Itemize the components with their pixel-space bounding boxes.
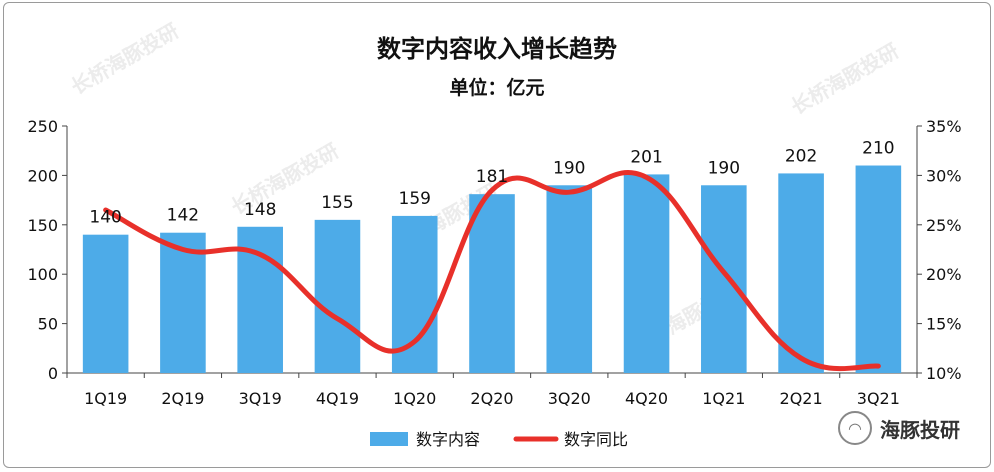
bar-data-label: 142 — [167, 206, 199, 226]
wechat-icon: ◠ — [838, 411, 872, 445]
bar — [855, 165, 902, 373]
bar-data-label: 201 — [630, 147, 662, 167]
legend-label-line: 数字同比 — [564, 430, 628, 449]
x-tick-label: 3Q19 — [239, 389, 282, 408]
right-tick-label: 20% — [926, 265, 962, 284]
right-tick-label: 15% — [926, 315, 962, 334]
chart-title: 数字内容收入增长趋势 — [377, 35, 617, 63]
x-tick-label: 2Q20 — [470, 389, 513, 408]
brand-watermark: ◠ 海豚投研 — [838, 411, 960, 445]
bar — [391, 215, 438, 373]
x-tick-label: 3Q20 — [548, 389, 591, 408]
bar-data-label: 210 — [862, 139, 894, 159]
left-tick-label: 100 — [27, 265, 58, 284]
right-tick-label: 30% — [926, 166, 962, 185]
bar-data-label: 202 — [785, 146, 817, 166]
x-tick-label: 3Q21 — [857, 389, 900, 408]
right-tick-label: 35% — [926, 117, 962, 136]
bar-data-label: 155 — [321, 193, 353, 213]
left-tick-label: 200 — [27, 166, 58, 185]
chart-frame: 长桥海豚投研 长桥海豚投研 长桥海豚投研 长桥海豚投研 长桥海豚投研 数字内容收… — [3, 2, 991, 468]
chart-subtitle: 单位：亿元 — [449, 77, 545, 99]
x-tick-label: 2Q21 — [780, 389, 823, 408]
left-tick-label: 0 — [48, 364, 58, 383]
bar — [469, 194, 515, 373]
x-tick-label: 2Q19 — [161, 389, 204, 408]
bar-data-label: 181 — [476, 167, 508, 187]
right-tick-label: 25% — [926, 216, 962, 235]
legend-swatch-bar — [370, 432, 408, 446]
x-tick-label: 4Q20 — [625, 389, 668, 408]
x-tick-label: 1Q21 — [702, 389, 745, 408]
bar-data-label: 140 — [89, 208, 121, 228]
bar — [623, 174, 670, 373]
bar-data-label: 148 — [244, 200, 276, 220]
combo-chart: 0 50 100 150 200 250 10% 15% 20% 25% 30% 35% 1Q19 2Q1… — [27, 117, 962, 449]
bar — [160, 232, 206, 373]
bar — [314, 219, 361, 373]
bar — [546, 185, 593, 373]
brand-name: 海豚投研 — [880, 417, 960, 442]
bar — [82, 234, 129, 373]
left-tick-label: 150 — [27, 216, 58, 235]
left-tick-label: 250 — [27, 117, 58, 136]
bar — [778, 173, 824, 373]
series-line — [103, 170, 881, 372]
bar — [701, 185, 747, 373]
bar-data-label: 159 — [399, 189, 431, 209]
right-tick-label: 10% — [926, 364, 962, 383]
bar-data-label: 190 — [553, 158, 585, 178]
x-tick-label: 4Q19 — [316, 389, 359, 408]
x-tick-label: 1Q19 — [84, 389, 127, 408]
x-tick-label: 1Q20 — [393, 389, 436, 408]
bar-data-label: 190 — [708, 158, 740, 178]
left-tick-label: 50 — [38, 315, 58, 334]
legend-label-bar: 数字内容 — [416, 430, 480, 449]
